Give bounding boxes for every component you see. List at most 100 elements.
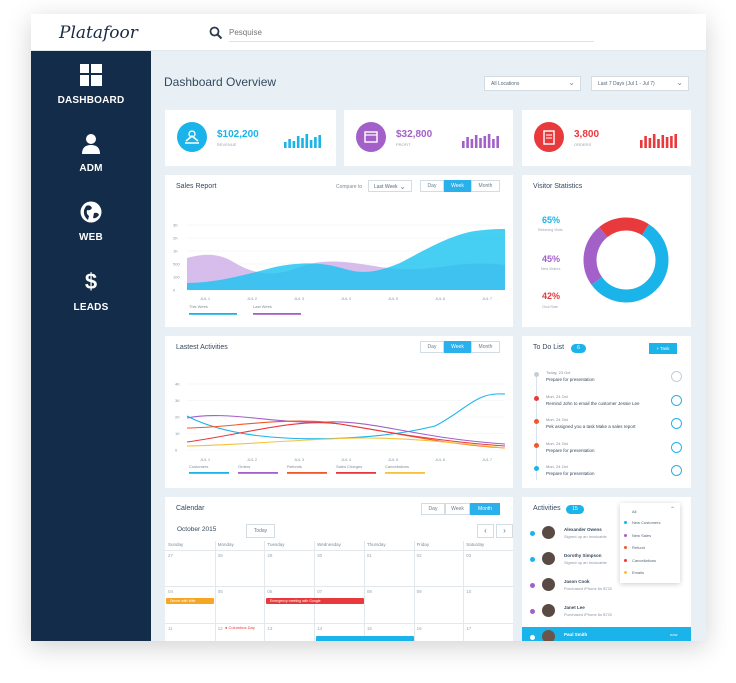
search-input[interactable] — [229, 24, 594, 42]
activity-description: Signed up an Invoicable — [564, 534, 607, 539]
today-button[interactable]: Today — [246, 524, 275, 538]
calendar-holiday[interactable]: ● Columbus Day — [225, 625, 255, 630]
activity-series-line — [186, 393, 506, 440]
calendar-date[interactable]: 30 — [317, 553, 323, 558]
date-filter[interactable]: Last 7 Days (Jul 1 - Jul 7) — [591, 76, 689, 91]
calendar-date[interactable]: 29 — [267, 553, 273, 558]
sidebar-item-dashboard[interactable]: DASHBOARD — [31, 64, 151, 108]
todo-count-badge: 6 — [571, 344, 586, 353]
filter-option[interactable]: Refund — [632, 545, 645, 550]
calendar-date[interactable]: 12 — [217, 626, 223, 631]
calendar-date[interactable]: 27 — [168, 553, 174, 558]
spark-bar — [470, 139, 474, 148]
todo-checkbox[interactable] — [671, 418, 682, 429]
stat-label: PROFIT — [396, 142, 411, 147]
sidebar-item-adm[interactable]: ADM — [31, 134, 151, 176]
app-logo[interactable]: Platafoor — [59, 23, 138, 43]
stat-card-profit: $32,800 PROFIT — [344, 110, 513, 166]
calendar-date[interactable]: 11 — [168, 626, 173, 631]
calendar-date[interactable]: 07 — [317, 589, 323, 594]
calendar-event[interactable] — [316, 636, 414, 641]
view-week[interactable]: Week — [445, 503, 470, 515]
legend-swatch — [189, 313, 237, 315]
calendar-date[interactable]: 06 — [267, 589, 273, 594]
calendar-date[interactable]: 14 — [317, 626, 323, 631]
y-tick-label: 100 — [173, 275, 180, 280]
spark-bar — [288, 139, 291, 148]
calendar-date[interactable]: 09 — [416, 589, 422, 594]
stat-label: ORDERS — [574, 142, 592, 147]
calendar-date[interactable]: 04 — [168, 589, 174, 594]
legend-swatch — [253, 313, 301, 315]
todo-checkbox[interactable] — [671, 465, 682, 476]
activity-row-highlighted[interactable] — [522, 627, 691, 641]
filter-selected[interactable]: All — [632, 509, 637, 514]
sidebar-item-label: ADM — [79, 163, 103, 174]
calendar-date[interactable]: 15 — [366, 626, 372, 631]
todo-text: Prepare for presentation — [546, 377, 595, 382]
filter-option[interactable]: New Customers — [632, 520, 661, 525]
activity-series-line — [186, 437, 506, 449]
spark-bar — [665, 137, 669, 148]
calendar-date[interactable]: 10 — [466, 589, 472, 594]
add-task-button[interactable]: + Task — [649, 343, 677, 354]
spark-bar — [674, 134, 677, 148]
latest-activities-title: Lastest Activities — [176, 344, 228, 351]
calendar-date[interactable]: 01 — [366, 553, 372, 558]
tab-day[interactable]: Day — [420, 180, 444, 192]
todo-checkbox[interactable] — [671, 394, 682, 406]
view-day[interactable]: Day — [421, 503, 445, 515]
dollar-icon: $ — [85, 269, 97, 293]
tab-month[interactable]: Month — [471, 180, 500, 192]
donut-segment — [583, 217, 669, 303]
spark-bar — [652, 134, 656, 148]
orders-sparkbar — [640, 134, 677, 148]
view-month[interactable]: Month — [470, 503, 500, 515]
activity-dot — [530, 635, 535, 640]
activity-description: Purchased iPhone 6s $720 — [564, 586, 613, 591]
filter-option[interactable]: Emails — [632, 570, 645, 575]
calendar-date[interactable]: 05 — [217, 589, 223, 594]
legend-swatch — [336, 472, 376, 474]
calendar-event[interactable]: Emergency meeting with Google — [266, 598, 364, 604]
spark-bar — [301, 138, 304, 148]
y-tick-label: 1K — [173, 249, 178, 254]
prev-month-button[interactable]: ‹ — [477, 524, 494, 538]
calendar-date[interactable]: 28 — [217, 553, 223, 558]
search-icon[interactable] — [209, 26, 223, 40]
calendar-date[interactable]: 17 — [466, 626, 472, 631]
sidebar-item-web[interactable]: WEB — [31, 201, 151, 245]
calendar-date[interactable]: 13 — [267, 626, 273, 631]
tab-month[interactable]: Month — [471, 341, 500, 353]
top-bar: Platafoor — [31, 14, 706, 51]
location-filter[interactable]: All Locations — [484, 76, 581, 91]
compare-select[interactable]: Last Week — [368, 180, 412, 192]
spark-bar — [479, 138, 482, 148]
legend-swatch — [287, 472, 327, 474]
spark-bar — [661, 135, 665, 148]
todo-checkbox[interactable] — [671, 371, 682, 382]
calendar-event[interactable]: Dinner with Wife — [166, 598, 214, 604]
sidebar-item-leads[interactable]: $ LEADS — [31, 269, 151, 315]
next-month-button[interactable]: › — [496, 524, 513, 538]
todo-title: To Do List — [533, 344, 565, 351]
stat-card-orders: 3,800 ORDERS — [522, 110, 691, 166]
todo-checkbox[interactable] — [671, 441, 682, 453]
tab-day[interactable]: Day — [420, 341, 444, 353]
y-tick-label: 1K — [175, 431, 180, 436]
app-window: Platafoor DASHBOARD ADM WEB $ LEADS Dash… — [31, 14, 706, 641]
filter-option[interactable]: New Sales — [632, 532, 652, 538]
calendar-card: Calendar Day Week Month October 2015 Tod… — [165, 497, 513, 641]
activity-filter-dropdown[interactable]: All ⌃ New Customers New Sales Refund Cancel… — [620, 503, 680, 583]
todo-date: Mon, 24 Oct — [546, 440, 568, 446]
tab-week[interactable]: Week — [444, 341, 471, 353]
calendar-date[interactable]: 02 — [416, 553, 422, 558]
tab-week[interactable]: Week — [444, 180, 471, 192]
todo-status-dot — [534, 466, 539, 471]
calendar-date[interactable]: 16 — [416, 626, 422, 631]
stat-value: $102,200 — [217, 129, 259, 140]
calendar-date[interactable]: 03 — [466, 553, 472, 558]
filter-option[interactable]: Cancellations — [632, 557, 657, 563]
legend-label: Customers — [189, 464, 208, 469]
calendar-date[interactable]: 08 — [366, 589, 372, 594]
